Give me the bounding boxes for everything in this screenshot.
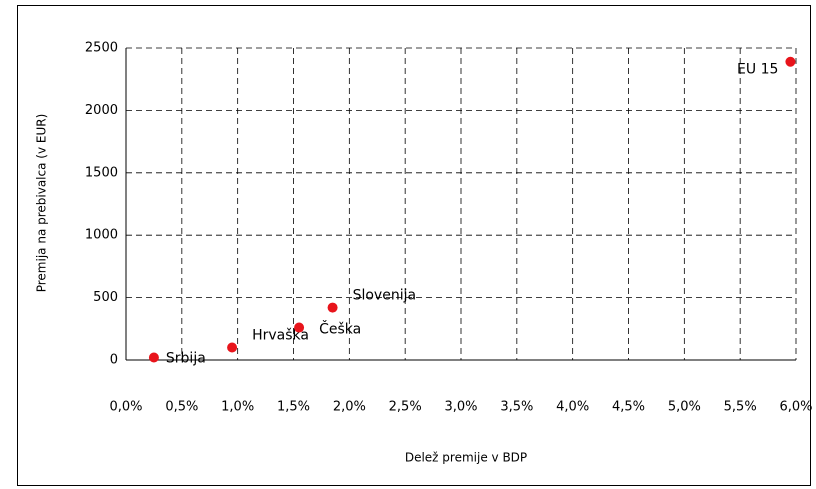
y-axis-title: Premija na prebivalca (v EUR) [35,114,49,293]
x-tick-label: 3,0% [444,400,477,415]
point [327,302,338,313]
y-tick-label: 2500 [85,41,118,56]
point-label: Češka [319,320,361,338]
x-tick-label: 5,0% [668,400,701,415]
chart-frame [17,5,811,486]
x-tick-label: 6,0% [779,400,812,415]
x-tick-label: 4,0% [556,400,589,415]
x-tick-label: 1,0% [221,400,254,415]
point-label: Srbija [166,351,206,367]
x-tick-label: 2,5% [389,400,422,415]
x-tick-label: 4,5% [612,400,645,415]
point-label: Hrvaška [252,328,309,344]
point-label: EU 15 [737,62,778,78]
point [227,342,238,353]
y-tick-label: 2000 [85,103,118,118]
y-tick-label: 0 [110,353,118,368]
x-tick-label: 3,5% [500,400,533,415]
point [785,56,796,67]
x-axis-title: Delež premije v BDP [405,451,527,465]
x-tick-label: 5,5% [724,400,757,415]
x-tick-label: 2,0% [333,400,366,415]
y-tick-label: 500 [93,290,118,305]
point-label: Slovenija [353,288,416,304]
point [294,322,305,333]
x-tick-label: 1,5% [277,400,310,415]
y-tick-label: 1500 [85,165,118,180]
x-tick-label: 0,0% [109,400,142,415]
point [148,352,159,363]
x-tick-label: 0,5% [165,400,198,415]
y-tick-label: 1000 [85,228,118,243]
